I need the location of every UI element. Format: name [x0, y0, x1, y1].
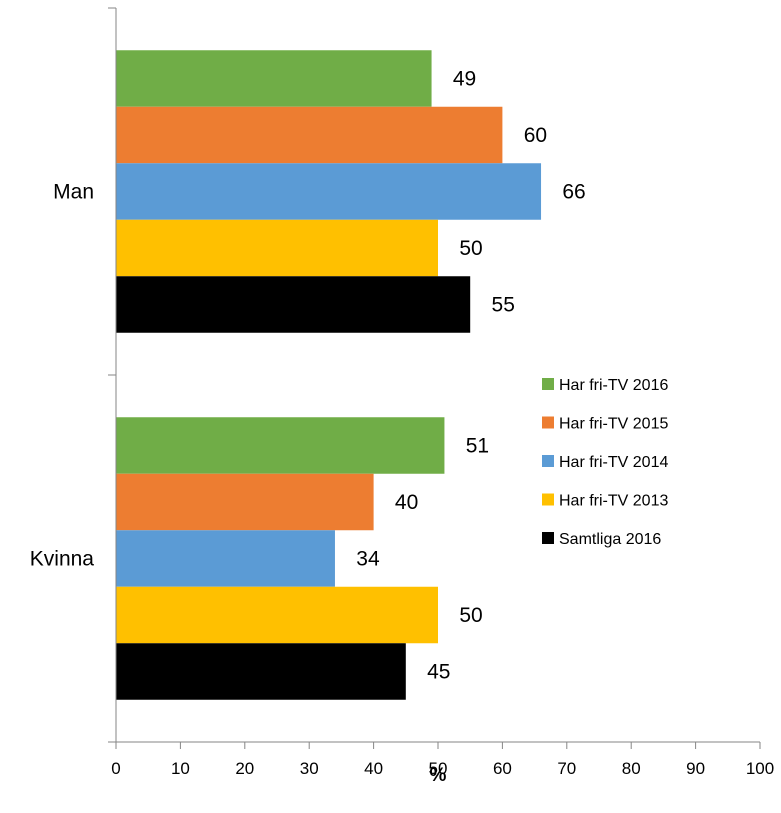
x-tick-label: 70	[557, 759, 576, 778]
bar	[116, 643, 406, 700]
legend-swatch	[542, 378, 554, 390]
bar	[116, 163, 542, 220]
legend-label: Har fri-TV 2013	[559, 493, 668, 510]
bar-value-label: 49	[453, 68, 476, 91]
legend-label: Har fri-TV 2015	[559, 416, 668, 433]
bar	[116, 417, 445, 474]
legend-swatch	[542, 455, 554, 467]
x-tick-label: 100	[746, 759, 774, 778]
bars-layer	[116, 50, 542, 700]
bar-value-label: 45	[427, 661, 450, 684]
x-tick-label: 10	[171, 759, 190, 778]
bar	[116, 50, 432, 107]
bar	[116, 530, 335, 587]
legend-swatch	[542, 493, 554, 506]
category-label: Kvinna	[30, 548, 95, 571]
bar	[116, 586, 438, 644]
x-axis-title: %	[430, 765, 447, 786]
legend-label: Har fri-TV 2016	[559, 377, 668, 394]
x-tick-label: 20	[235, 759, 254, 778]
bar-value-label: 40	[395, 491, 418, 514]
bar-value-label: 66	[562, 181, 585, 204]
x-tick-label: 30	[300, 759, 319, 778]
x-ticks-layer: 0 10 20 30 40 50 60 70 80 90 100	[111, 742, 774, 778]
legend: Har fri-TV 2016 Har fri-TV 2015 Har fri-TV…	[542, 377, 668, 548]
bar	[116, 219, 438, 277]
x-tick-label: 80	[622, 759, 641, 778]
bar	[116, 473, 374, 531]
bar-value-label: 50	[459, 237, 482, 260]
bar-value-label: 55	[492, 294, 515, 317]
bar-value-label: 50	[459, 604, 482, 627]
legend-label: Samtliga 2016	[559, 531, 661, 548]
bar	[116, 106, 503, 164]
x-tick-label: 40	[364, 759, 383, 778]
bar	[116, 276, 471, 333]
bar-value-label: 60	[524, 124, 547, 147]
x-tick-label: 90	[686, 759, 705, 778]
category-labels-layer: Man Kvinna	[30, 181, 95, 571]
x-tick-label: 0	[111, 759, 120, 778]
legend-label: Har fri-TV 2014	[559, 454, 668, 471]
bar-value-label: 51	[466, 435, 489, 458]
x-tick-label: 60	[493, 759, 512, 778]
bar-value-label: 34	[356, 548, 380, 571]
legend-swatch	[542, 532, 554, 544]
legend-swatch	[542, 416, 554, 429]
category-label: Man	[53, 181, 94, 204]
x-tick-label: 50	[429, 759, 448, 778]
data-labels-layer: 49 60 66 50 55 51 40 34 50 45	[356, 68, 585, 684]
